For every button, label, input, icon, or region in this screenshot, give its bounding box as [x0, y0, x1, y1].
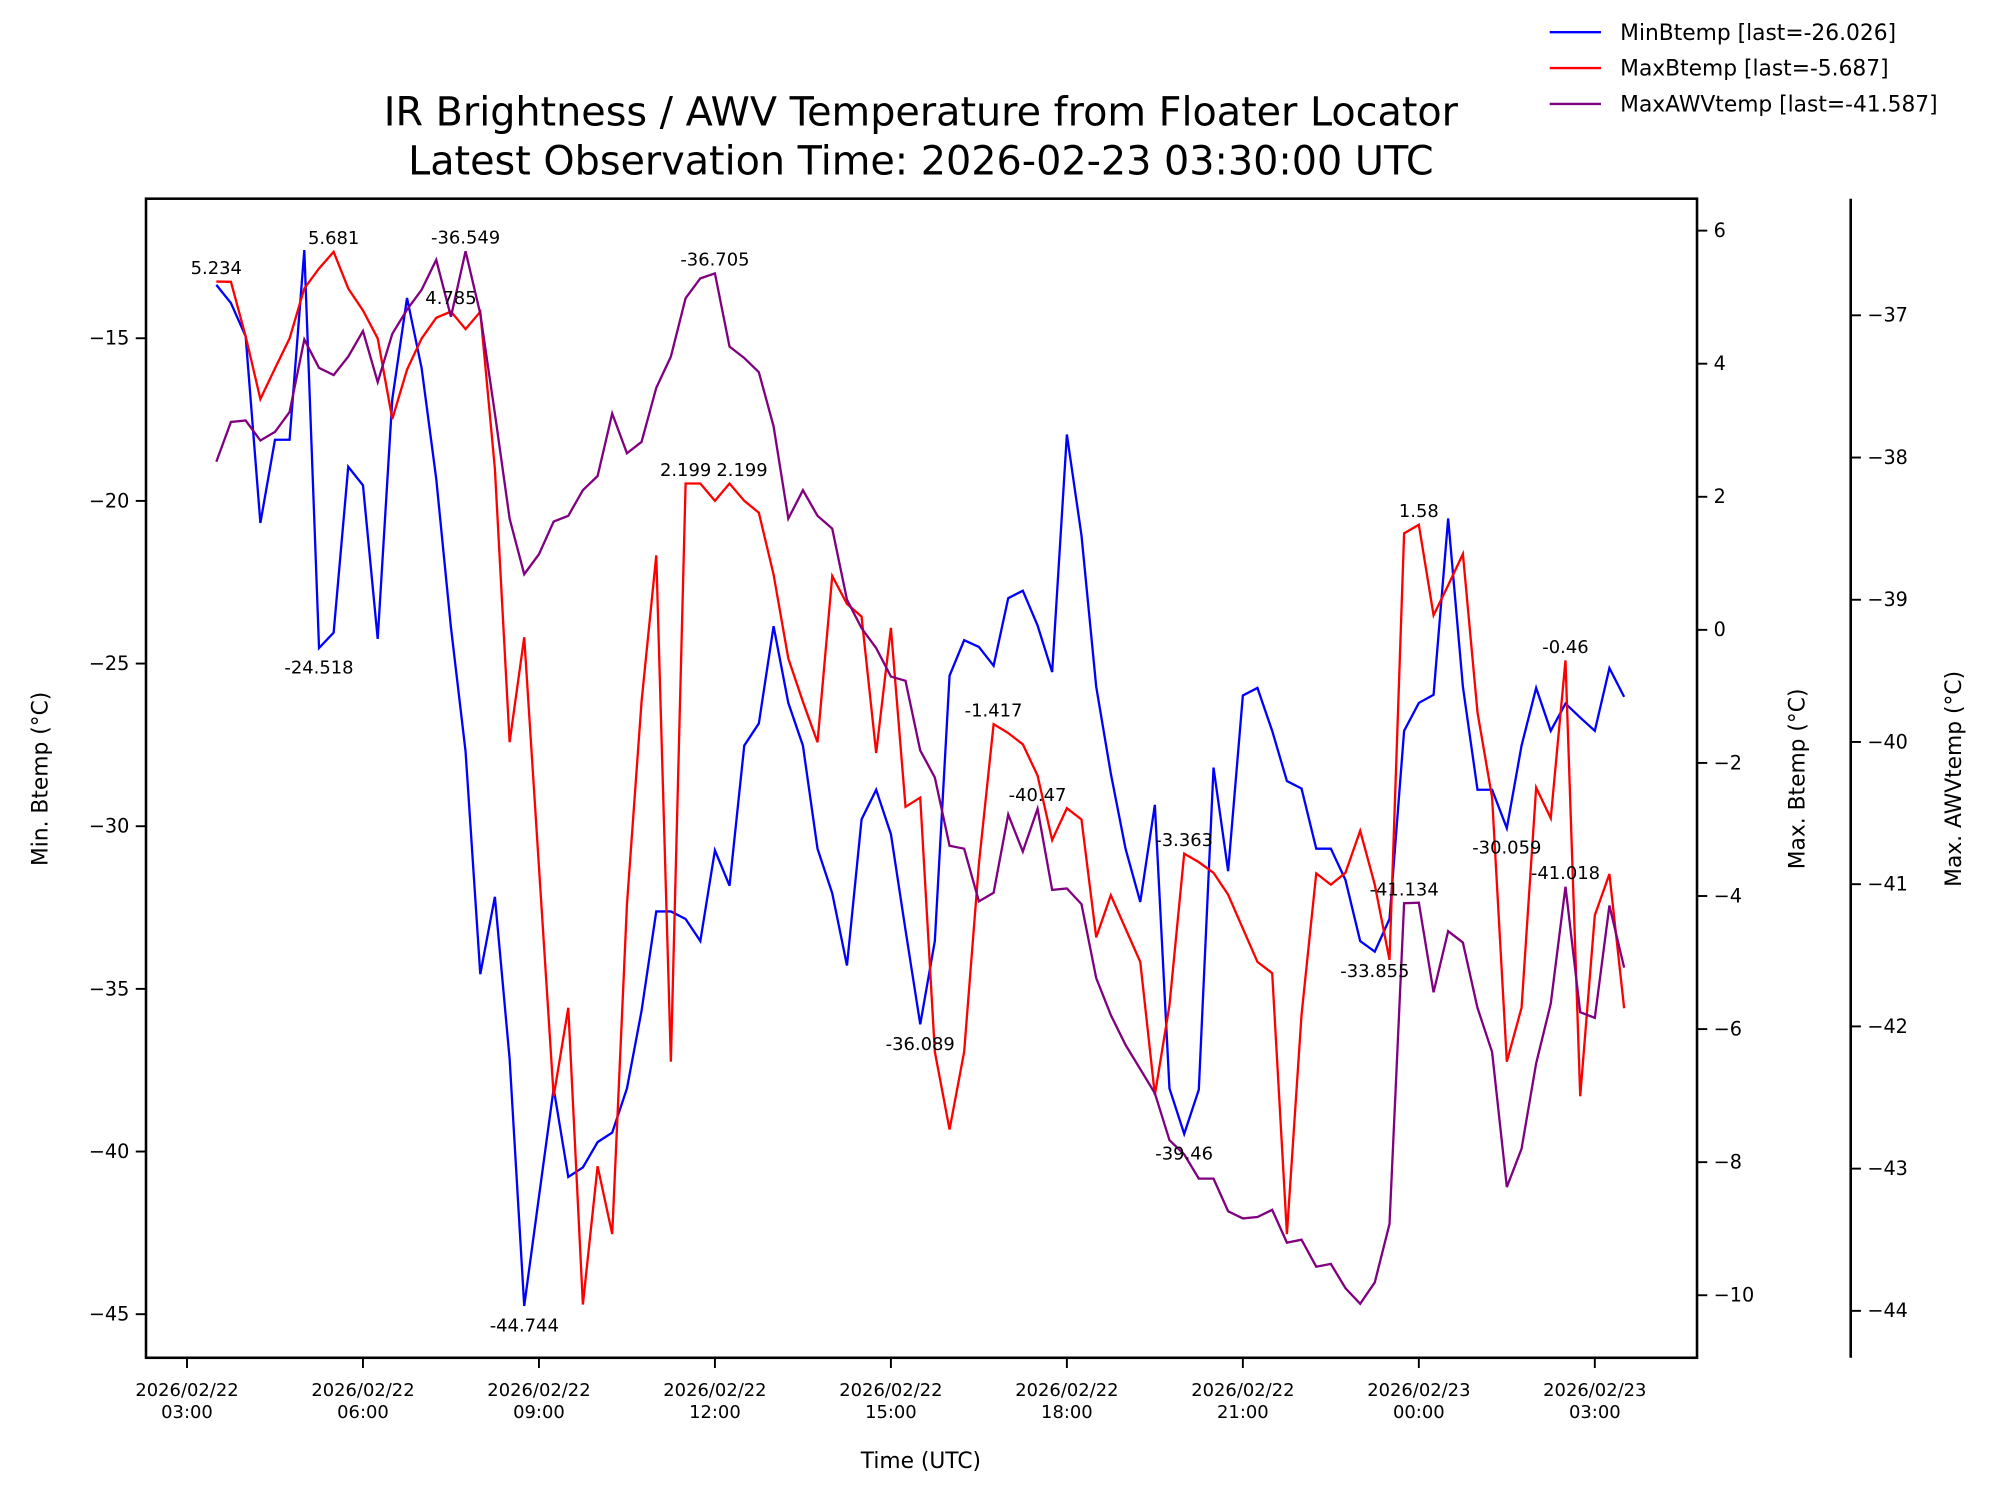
min-axis-tick-label: −40: [89, 1140, 130, 1163]
data-annotation: -41.134: [1370, 880, 1439, 901]
min-axis-tick-label: −35: [89, 977, 130, 1000]
max-axis-tick-label: 2: [1714, 485, 1726, 508]
data-annotation: -36.549: [431, 227, 500, 248]
x-tick-label-time: 18:00: [1041, 1402, 1093, 1423]
data-annotation: 4.785: [425, 288, 476, 309]
data-annotation: 2.199: [716, 460, 767, 481]
data-annotation: -0.46: [1542, 637, 1588, 658]
plot-frame: [144, 197, 1699, 1360]
data-annotation: -24.518: [284, 658, 353, 679]
data-annotation: 5.234: [191, 258, 242, 279]
x-tick-label-date: 2026/02/23: [1367, 1380, 1470, 1401]
plot-area: 5.234 5.681 -24.518 -36.549 4.785 -44.744 -36.…: [191, 227, 1626, 1336]
x-tick-label-date: 2026/02/22: [311, 1380, 414, 1401]
x-tick-label-date: 2026/02/22: [1015, 1380, 1118, 1401]
data-annotation: -41.018: [1531, 863, 1600, 884]
legend-label: MaxBtemp [last=-5.687]: [1620, 57, 1888, 82]
y-axis-label-min: Min. Btemp (°C): [28, 692, 53, 866]
x-tick-label-date: 2026/02/22: [663, 1380, 766, 1401]
data-annotation: -1.417: [965, 700, 1023, 721]
x-tick-label-date: 2026/02/22: [135, 1380, 238, 1401]
legend: MinBtemp [last=-26.026] MaxBtemp [last=-5…: [1549, 21, 1938, 118]
min-axis-tick-label: −20: [89, 489, 130, 512]
data-annotation: 5.681: [308, 228, 359, 249]
x-tick-label-date: 2026/02/23: [1543, 1380, 1646, 1401]
x-tick-label-date: 2026/02/22: [1191, 1380, 1294, 1401]
x-tick-label-time: 06:00: [337, 1402, 389, 1423]
awv-axis-tick-label: −40: [1867, 730, 1908, 753]
series-line-maxawvtemp: [215, 250, 1626, 1306]
awv-axis-tick-label: −43: [1867, 1157, 1908, 1180]
x-tick-label-time: 21:00: [1217, 1402, 1269, 1423]
max-axis-tick-label: −10: [1714, 1284, 1755, 1307]
chart-subtitle: Latest Observation Time: 2026-02-23 03:3…: [408, 138, 1433, 184]
legend-label: MaxAWVtemp [last=-41.587]: [1620, 93, 1937, 118]
x-tick-label-date: 2026/02/22: [487, 1380, 590, 1401]
awv-axis-tick-label: −41: [1867, 873, 1908, 896]
data-annotation: 2.199: [660, 460, 711, 481]
data-annotation: -44.744: [490, 1315, 559, 1336]
max-axis-tick-label: −8: [1714, 1151, 1742, 1174]
max-axis-tick-label: −4: [1714, 884, 1742, 907]
max-axis-tick-label: −2: [1714, 751, 1742, 774]
x-tick-label-time: 03:00: [1569, 1402, 1621, 1423]
axes: 2026/02/2203:002026/02/2206:002026/02/22…: [89, 219, 1908, 1423]
min-axis-tick-label: −25: [89, 652, 130, 675]
series-line-minbtemp: [215, 249, 1626, 1307]
max-axis-tick-label: 6: [1714, 219, 1726, 242]
data-annotation: -36.089: [886, 1034, 955, 1055]
data-annotation: -36.705: [680, 250, 749, 271]
x-axis-label: Time (UTC): [860, 1449, 981, 1474]
min-axis-tick-label: −30: [89, 815, 130, 838]
data-annotation: 1.58: [1399, 501, 1439, 522]
awv-axis-tick-label: −38: [1867, 446, 1908, 469]
max-axis-tick-label: 4: [1714, 352, 1726, 375]
x-tick-label-date: 2026/02/22: [839, 1380, 942, 1401]
y-axis-label-awv: Max. AWVtemp (°C): [1942, 671, 1967, 887]
x-tick-label-time: 03:00: [161, 1402, 213, 1423]
x-tick-label-time: 09:00: [513, 1402, 565, 1423]
awv-axis-tick-label: −39: [1867, 588, 1908, 611]
max-axis-tick-label: 0: [1714, 618, 1726, 641]
data-annotation: -39.46: [1155, 1144, 1213, 1165]
data-annotation: -33.855: [1340, 961, 1409, 982]
legend-label: MinBtemp [last=-26.026]: [1620, 21, 1896, 46]
awv-axis-tick-label: −42: [1867, 1015, 1908, 1038]
x-tick-label-time: 15:00: [865, 1402, 917, 1423]
awv-axis-tick-label: −37: [1867, 304, 1908, 327]
max-axis-tick-label: −6: [1714, 1017, 1742, 1040]
awv-axis-tick-label: −44: [1867, 1299, 1908, 1322]
data-annotation: -40.47: [1009, 785, 1067, 806]
min-axis-tick-label: −45: [89, 1303, 130, 1326]
x-tick-label-time: 00:00: [1393, 1402, 1445, 1423]
chart-title: IR Brightness / AWV Temperature from Flo…: [384, 90, 1459, 136]
y-axis-label-max: Max. Btemp (°C): [1786, 689, 1811, 870]
min-axis-tick-label: −15: [89, 327, 130, 350]
data-annotation: -3.363: [1155, 830, 1213, 851]
x-tick-label-time: 12:00: [689, 1402, 741, 1423]
data-annotation: -30.059: [1472, 838, 1541, 859]
